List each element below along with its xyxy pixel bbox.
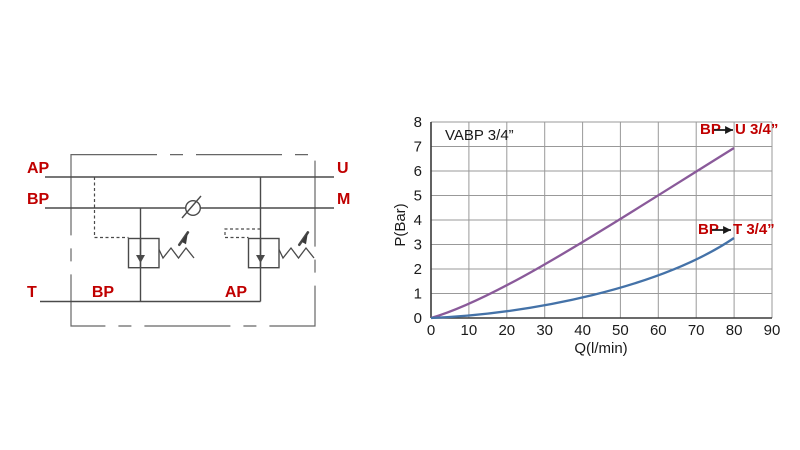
svg-text:U 3/4”: U 3/4”	[735, 121, 778, 138]
svg-text:90: 90	[764, 322, 781, 339]
svg-text:BP: BP	[27, 191, 50, 208]
svg-text:40: 40	[574, 322, 591, 339]
svg-text:50: 50	[612, 322, 629, 339]
svg-text:0: 0	[427, 322, 435, 339]
svg-text:60: 60	[650, 322, 667, 339]
svg-text:6: 6	[414, 163, 422, 180]
svg-text:10: 10	[461, 322, 478, 339]
svg-text:0: 0	[414, 310, 422, 327]
svg-text:AP: AP	[27, 160, 50, 177]
svg-text:30: 30	[536, 322, 553, 339]
svg-text:7: 7	[414, 139, 422, 156]
svg-text:Q(l/min): Q(l/min)	[574, 340, 627, 357]
svg-text:T: T	[27, 284, 37, 301]
svg-text:M: M	[337, 191, 350, 208]
svg-text:P(Bar): P(Bar)	[392, 203, 409, 246]
svg-text:AP: AP	[225, 284, 248, 301]
svg-text:VABP 3/4”: VABP 3/4”	[445, 127, 514, 144]
svg-text:80: 80	[726, 322, 743, 339]
svg-text:3: 3	[414, 237, 422, 254]
svg-text:T 3/4”: T 3/4”	[733, 221, 775, 238]
svg-text:BP: BP	[92, 284, 115, 301]
svg-text:U: U	[337, 160, 349, 177]
svg-text:4: 4	[414, 212, 422, 229]
svg-text:20: 20	[498, 322, 515, 339]
svg-text:2: 2	[414, 261, 422, 278]
svg-text:5: 5	[414, 188, 422, 205]
svg-text:70: 70	[688, 322, 705, 339]
svg-text:1: 1	[414, 286, 422, 303]
svg-text:8: 8	[414, 114, 422, 131]
